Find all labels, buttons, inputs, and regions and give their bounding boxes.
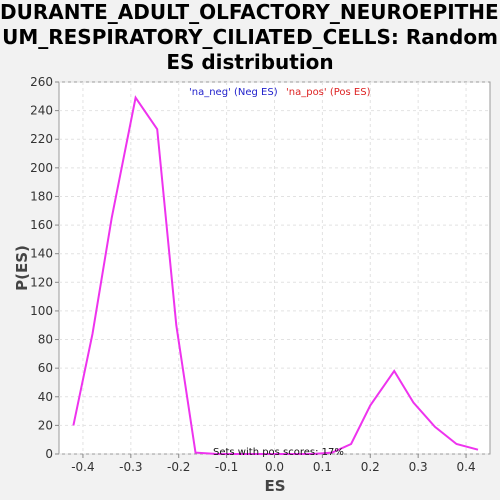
title-line-1: DURANTE_ADULT_OLFACTORY_NEUROEPITHELI — [0, 0, 500, 24]
pos-scores-annotation: Sets with pos scores: 17% — [213, 447, 344, 458]
legend-neg-label: 'na_neg' (Neg ES) — [189, 87, 278, 98]
es-series-line — [72, 95, 479, 455]
y-tick-label: 160 — [30, 218, 53, 232]
y-tick-label: 260 — [30, 75, 53, 89]
x-tick-label: 0.0 — [265, 460, 284, 474]
title-line-2: UM_RESPIRATORY_CILIATED_CELLS: Random — [2, 25, 498, 49]
grid-lines — [59, 81, 490, 455]
y-tick-label: 220 — [30, 132, 53, 146]
x-tick-label: 0.1 — [313, 460, 332, 474]
x-tick-label: -0.1 — [215, 460, 238, 474]
y-tick-label: 180 — [30, 189, 53, 203]
y-tick-label: 40 — [38, 390, 53, 404]
y-tick-label: 120 — [30, 275, 53, 289]
y-tick-label: 240 — [30, 104, 53, 118]
x-tick-label: 0.4 — [457, 460, 476, 474]
x-axis-title: ES — [264, 477, 285, 495]
x-tick-label: 0.3 — [409, 460, 428, 474]
chart-title: DURANTE_ADULT_OLFACTORY_NEUROEPITHELI UM… — [0, 0, 500, 75]
y-axis-ticks: 0 20 40 60 80 100 120 140 160 180 200 220 240 260 — [30, 75, 59, 461]
y-tick-label: 0 — [45, 447, 53, 461]
y-tick-label: 80 — [38, 333, 53, 347]
y-axis-title: P(ES) — [13, 245, 31, 291]
legend-pos-label: 'na_pos' (Pos ES) — [286, 87, 371, 98]
x-axis-ticks: -0.4 -0.3 -0.2 -0.1 0.0 0.1 0.2 0.3 0.4 — [71, 454, 476, 474]
x-tick-label: -0.2 — [167, 460, 190, 474]
y-tick-label: 140 — [30, 247, 53, 261]
title-line-3: ES distribution — [166, 50, 334, 74]
x-tick-label: -0.3 — [119, 460, 142, 474]
x-tick-label: -0.4 — [71, 460, 94, 474]
x-tick-label: 0.2 — [361, 460, 380, 474]
y-tick-label: 100 — [30, 304, 53, 318]
y-tick-label: 60 — [38, 361, 53, 375]
y-tick-label: 200 — [30, 161, 53, 175]
y-tick-label: 20 — [38, 418, 53, 432]
